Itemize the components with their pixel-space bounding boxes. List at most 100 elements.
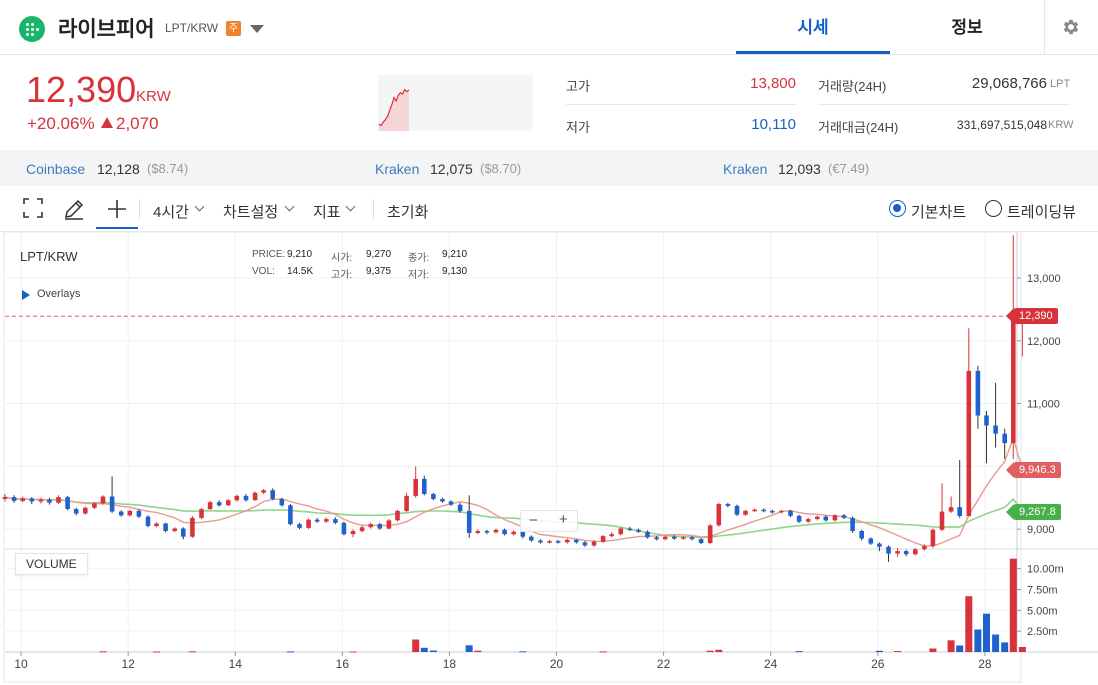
candle — [466, 495, 472, 538]
triangle-up-icon — [101, 117, 113, 128]
candle-body — [207, 502, 213, 510]
candle-body — [761, 509, 766, 512]
candle — [841, 514, 847, 520]
overlays-toggle[interactable]: Overlays — [37, 288, 81, 300]
candle — [662, 535, 668, 541]
exchange-coinbase-link[interactable]: Coinbase — [26, 161, 86, 177]
candle — [395, 509, 400, 522]
candle-body — [377, 524, 383, 529]
candle — [154, 522, 159, 528]
legend-low: 9,130 — [442, 266, 468, 277]
candle — [341, 521, 347, 536]
zoom-in-icon[interactable]: + — [559, 511, 568, 528]
candle — [413, 466, 418, 498]
candle-body — [511, 531, 516, 535]
notice-badge: 주 — [226, 21, 241, 36]
candle — [1011, 235, 1016, 459]
legend-open-label: 시가: — [331, 253, 353, 264]
ma-short-line — [4, 435, 1024, 547]
candle — [207, 500, 213, 510]
x-tick-label: 12 — [121, 657, 135, 671]
candle — [886, 545, 891, 562]
candle-body — [529, 536, 534, 541]
interval-select[interactable]: 4시간 — [153, 204, 189, 221]
exchange-kraken-usd-link[interactable]: Kraken — [375, 161, 420, 177]
candle-body — [734, 505, 740, 515]
tradingview-radio[interactable] — [985, 200, 1002, 217]
volume-bar — [947, 640, 955, 652]
zoom-out-icon[interactable]: − — [529, 512, 538, 529]
volume-bar — [286, 651, 294, 653]
ma-short-tag: 9,946.3 — [1006, 462, 1061, 478]
candle-body — [939, 511, 945, 530]
candle — [939, 483, 945, 532]
candle — [56, 495, 61, 505]
candle — [20, 496, 25, 503]
settings-button[interactable] — [1044, 0, 1098, 54]
candle-body — [100, 496, 106, 504]
chart-settings-select[interactable]: 차트설정 — [223, 204, 279, 221]
indicators-select[interactable]: 지표 — [313, 204, 341, 221]
app-header — [0, 0, 1098, 55]
legend-low-label: 저가: — [408, 270, 430, 281]
candle-body — [163, 523, 168, 531]
candle — [199, 507, 204, 520]
candle-body — [832, 515, 838, 521]
candle — [359, 526, 365, 533]
crosshair-active-indicator — [96, 227, 138, 229]
volume-bar — [599, 651, 607, 653]
candle — [689, 536, 695, 541]
volume-tick-label: 7.50m — [1027, 585, 1058, 597]
candle-body — [689, 537, 695, 540]
volume-bar — [420, 647, 428, 652]
pencil-icon[interactable] — [63, 198, 85, 220]
candle-body — [270, 490, 275, 499]
candle — [993, 382, 998, 448]
volume-bar — [429, 650, 437, 652]
candle-body — [591, 541, 597, 546]
candle — [404, 492, 409, 513]
candlestick-chart[interactable]: 9,00010,00011,00012,00013,0002.50m5.00m7… — [0, 232, 1098, 685]
exchange-kraken-eur-link[interactable]: Kraken — [723, 161, 768, 177]
candle-body — [538, 540, 543, 543]
candle-body — [654, 537, 659, 540]
candle-body — [20, 498, 25, 501]
candle-body — [324, 519, 329, 522]
fullscreen-icon[interactable] — [23, 198, 43, 218]
candle-body — [306, 519, 311, 528]
x-tick-label: 18 — [443, 657, 457, 671]
zoom-control[interactable]: − + — [520, 510, 578, 532]
candle — [859, 529, 864, 541]
basic-chart-radio[interactable] — [889, 200, 906, 217]
candle — [913, 548, 918, 556]
reset-button[interactable]: 초기화 — [387, 204, 429, 221]
candle-body — [466, 510, 472, 533]
candle — [270, 488, 275, 501]
chart-area[interactable] — [0, 232, 1098, 685]
candle-body — [11, 497, 17, 501]
volume-bar — [1009, 558, 1017, 652]
volume-bar — [974, 629, 982, 652]
tab-market[interactable]: 시세 — [736, 0, 890, 54]
candle — [698, 537, 704, 545]
amount-24h-value: 331,697,515,048 — [956, 118, 1047, 132]
candle — [555, 539, 561, 544]
candle — [788, 509, 793, 518]
volume-pane-label[interactable]: VOLUME — [15, 553, 88, 575]
coin-select-chevron-down-icon[interactable] — [250, 25, 264, 33]
candle — [948, 496, 954, 513]
candle — [1002, 428, 1007, 459]
triangle-right-icon[interactable] — [22, 290, 30, 300]
candle — [333, 517, 338, 525]
candle — [190, 515, 195, 538]
tab-info[interactable]: 정보 — [951, 18, 983, 37]
x-tick-label: 24 — [764, 657, 778, 671]
volume-bar — [188, 651, 196, 653]
candle-body — [1002, 433, 1007, 444]
candle-body — [823, 516, 829, 521]
tradingview-label[interactable]: 트레이딩뷰 — [1007, 204, 1077, 221]
crosshair-icon[interactable] — [106, 198, 128, 220]
candle — [716, 502, 722, 527]
candle-body — [636, 529, 641, 532]
basic-chart-label[interactable]: 기본차트 — [911, 204, 967, 221]
